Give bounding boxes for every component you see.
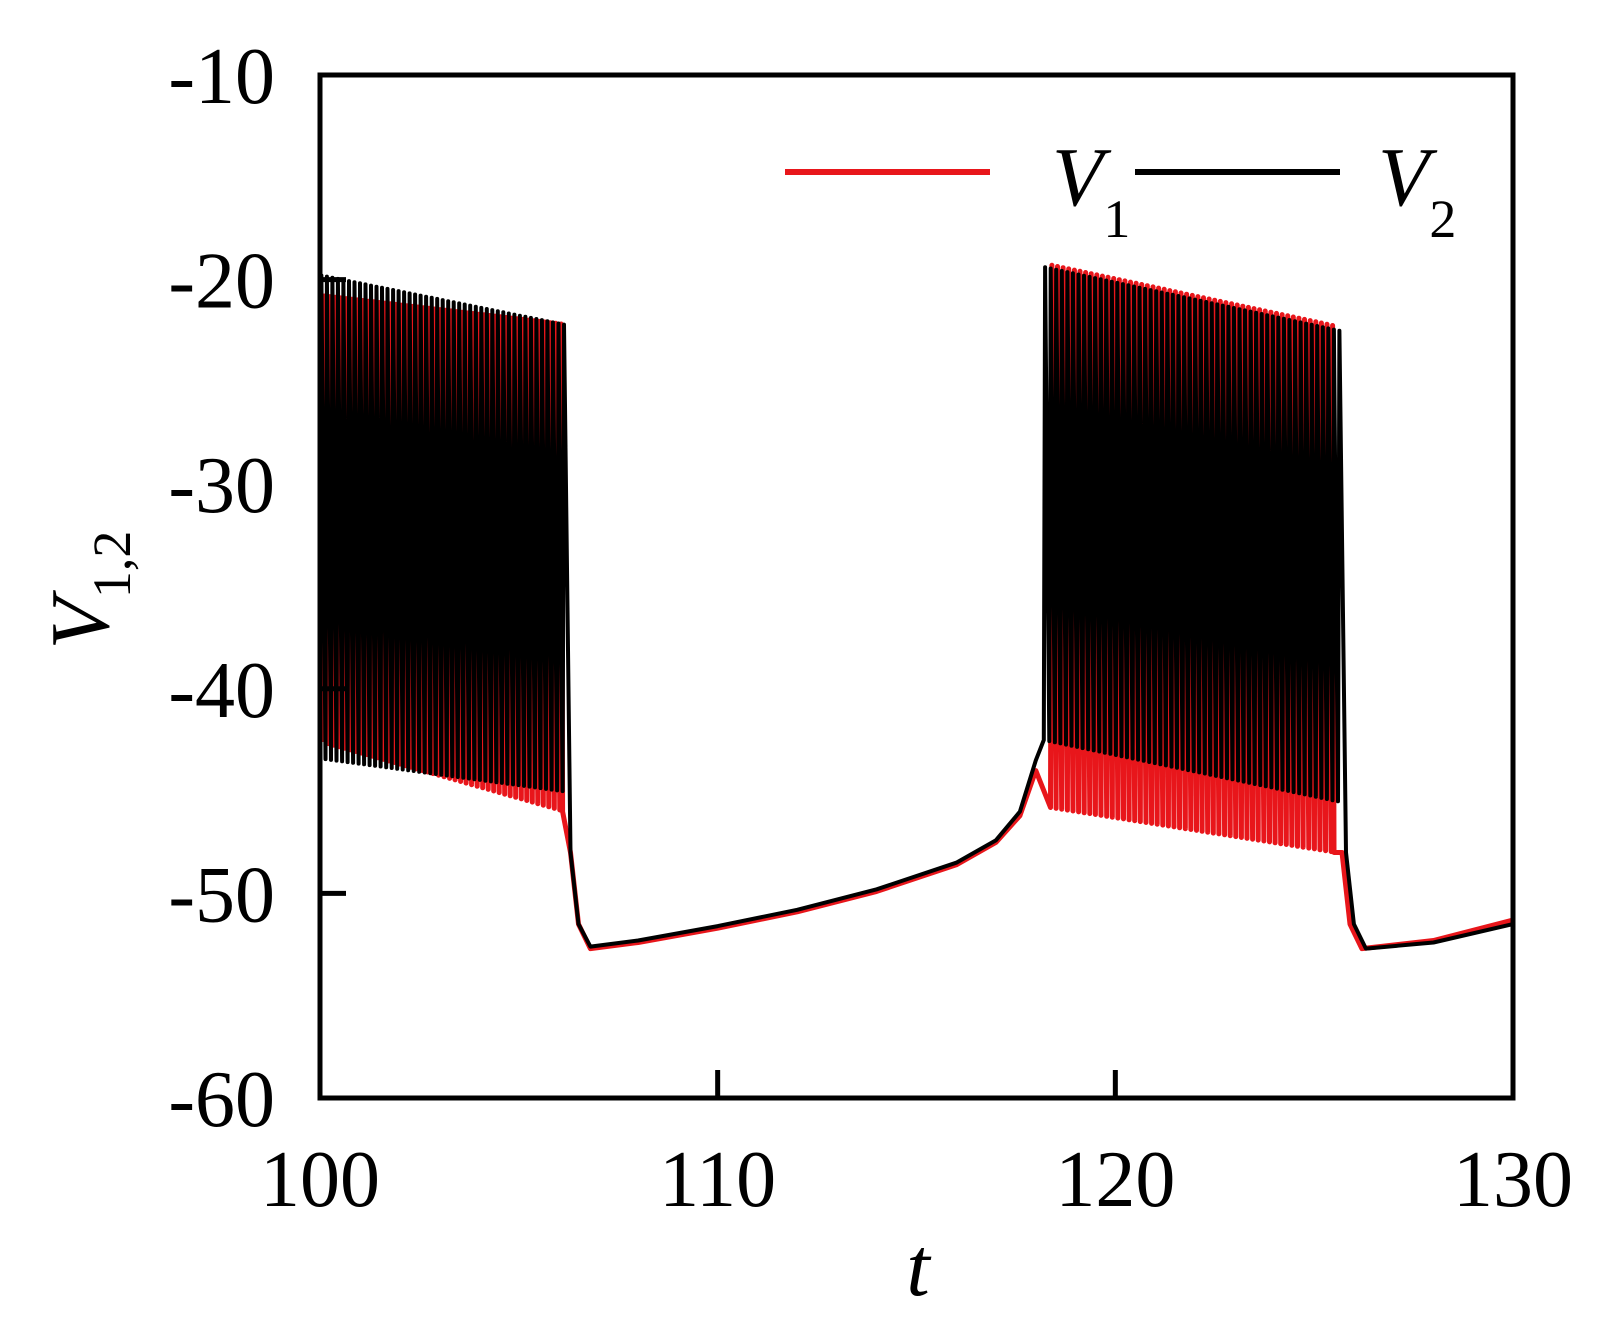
legend-label-v2-sub: 2 [1429, 189, 1456, 249]
y-axis-title-base: V [34, 589, 127, 649]
legend-label-v2-base: V [1378, 131, 1438, 224]
y-tick-label: -60 [168, 1056, 275, 1144]
x-axis-title: t [906, 1221, 932, 1314]
x-tick-label: 100 [260, 1136, 380, 1224]
x-tick-label: 120 [1055, 1136, 1175, 1224]
series-layer [320, 262, 1513, 952]
y-tick-label: -50 [168, 851, 275, 939]
plot-area [320, 262, 1513, 952]
tick-layer: 100 110 120 130 -60 -50 -40 -30 -20 -10 [168, 33, 1573, 1224]
y-axis-title-sub: 1,2 [82, 531, 142, 599]
legend-label-v1-sub: 1 [1103, 189, 1130, 249]
series-line-v2 [320, 265, 1513, 951]
plot-frame [317, 72, 1516, 1101]
y-tick-label: -20 [168, 238, 275, 326]
legend-label-v1: V1 [1052, 131, 1130, 249]
x-tick-label: 110 [659, 1136, 776, 1224]
y-tick-label: -10 [168, 33, 275, 121]
y-tick-label: -40 [168, 647, 275, 735]
y-axis-title: V1,2 [34, 531, 142, 650]
y-tick-label: -30 [168, 442, 275, 530]
legend: V1 V2 [785, 131, 1456, 249]
x-tick-label: 130 [1453, 1136, 1573, 1224]
legend-label-v1-base: V [1052, 131, 1112, 224]
legend-label-v2: V2 [1378, 131, 1456, 249]
